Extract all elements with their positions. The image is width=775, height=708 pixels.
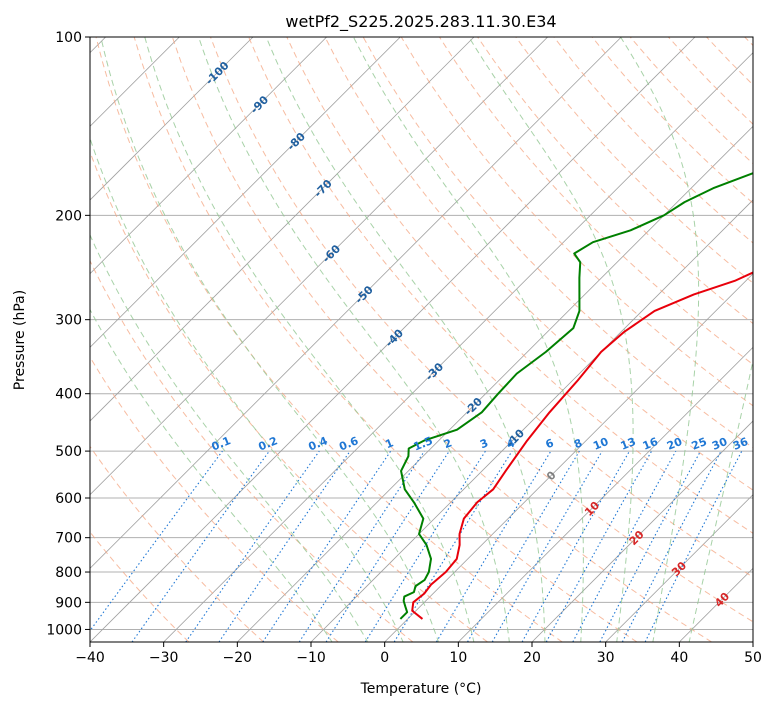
moist-adiabat-line (90, 136, 404, 642)
dry-adiabat-line (248, 37, 753, 578)
mixing-ratio-line (262, 450, 392, 642)
dry-adiabat-line (90, 445, 264, 642)
mixing-ratio-label: 20 (665, 435, 684, 453)
dry-adiabat-line (324, 37, 753, 491)
x-tick-label: 50 (744, 650, 762, 666)
dry-adiabat-line (515, 37, 753, 284)
temperature-profile (411, 271, 753, 620)
y-tick-label: 500 (55, 444, 82, 460)
isotherm-line (90, 37, 327, 275)
x-tick-label: 30 (597, 650, 615, 666)
y-tick-label: 800 (55, 565, 82, 581)
x-tick-label: 10 (449, 650, 467, 666)
mixing-ratio-line (644, 450, 743, 642)
mixing-ratio-label: 2 (442, 436, 454, 451)
x-tick-label: 20 (523, 650, 541, 666)
plot-frame (89, 36, 754, 643)
mixing-ratio-label: 13 (619, 435, 638, 453)
dry-adiabat-line (210, 37, 753, 623)
moist-adiabat-line (90, 233, 369, 642)
y-axis-label: Pressure (hPa) (12, 290, 28, 390)
dry-adiabat-line (133, 37, 638, 642)
isotherm-line (90, 37, 548, 496)
mixing-ratio-line (393, 450, 513, 642)
y-tick-label: 600 (55, 491, 82, 507)
mixing-ratio-line (185, 450, 320, 642)
y-tick-label: 700 (55, 531, 82, 547)
mixing-ratio-label: 25 (690, 435, 709, 453)
x-tick-label: −40 (75, 650, 105, 666)
y-tick-label: 300 (55, 313, 82, 329)
mixing-ratio-label: 36 (731, 435, 750, 453)
mixing-ratio-line (572, 450, 677, 642)
x-tick-label: −30 (149, 650, 179, 666)
isotherm-line (605, 494, 753, 642)
moist-adiabat-line (265, 37, 546, 642)
moist-adiabat-line (100, 37, 440, 642)
isotherm-line (90, 37, 401, 348)
dry-adiabat-line (90, 259, 414, 642)
dry-adiabat-line (286, 37, 753, 534)
isotherm-line (90, 37, 475, 422)
isotherm-line (237, 125, 753, 642)
mixing-ratio-label: 1 (383, 436, 395, 451)
x-tick-label: 40 (670, 650, 688, 666)
isotherm-line (531, 420, 753, 642)
mixing-ratio-line (298, 450, 425, 642)
isotherm-line (90, 37, 622, 569)
moist-adiabat-line (198, 37, 510, 642)
y-tick-label: 200 (55, 208, 82, 224)
moist-adiabat-line (620, 37, 700, 642)
y-tick-label: 100 (55, 30, 82, 46)
mixing-ratio-label: 8 (572, 436, 584, 451)
mixing-ratio-line (325, 450, 450, 642)
mixing-ratio-line (521, 450, 630, 642)
chart-title: wetPf2_S225.2025.283.11.30.E34 (285, 12, 556, 32)
axis-layer: −40 −30 −20 −10 0 10 20 30 40 50 100 200 300 400 500 60… (46, 30, 762, 666)
mixing-ratio-line (218, 450, 351, 642)
isotherm-line (90, 37, 696, 642)
moist-adiabat-line (144, 37, 475, 642)
mixing-ratio-label: 10 (591, 435, 610, 453)
mixing-ratio-label: 30 (710, 435, 729, 453)
dry-adiabat-line (171, 37, 712, 642)
x-axis-label: Temperature (°C) (360, 681, 482, 697)
moist-adiabat-line (688, 358, 753, 642)
mixing-ratio-label: 16 (641, 435, 660, 453)
series-layer (399, 172, 753, 620)
mixing-ratio-line (90, 450, 223, 632)
x-tick-label: −20 (223, 650, 253, 666)
moist-adiabat-line (468, 37, 634, 642)
mixing-ratio-line (545, 450, 653, 642)
dry-adiabat-line (90, 356, 339, 642)
x-tick-label: 0 (380, 650, 389, 666)
grid-layer (90, 37, 753, 642)
isotherm-line (163, 52, 753, 642)
x-tick-label: −10 (296, 650, 326, 666)
y-tick-label: 400 (55, 387, 82, 403)
isotherm-line (384, 273, 753, 642)
dewpoint-profile (399, 172, 753, 620)
isotherm-line (458, 346, 753, 642)
y-tick-label: 1000 (46, 622, 82, 638)
moist-adiabat-line (90, 308, 333, 642)
dry-adiabat-line (95, 37, 563, 642)
y-tick-label: 900 (55, 595, 82, 611)
mixing-ratio-label: 3 (478, 436, 490, 451)
isotherm-line (90, 37, 254, 201)
mixing-ratio-line (131, 450, 270, 642)
